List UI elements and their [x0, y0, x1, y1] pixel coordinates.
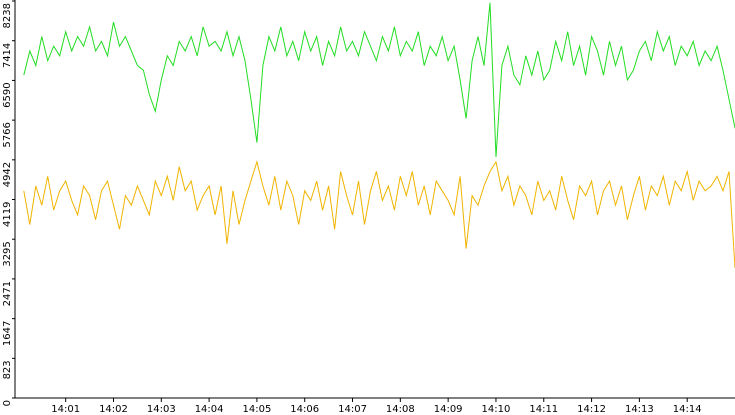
- x-tick-label: 14:05: [242, 404, 271, 415]
- series-line: [23, 160, 735, 268]
- x-tick-label: 14:08: [386, 404, 415, 415]
- x-tick-label: 14:13: [625, 404, 654, 415]
- x-tick-label: 14:07: [338, 404, 367, 415]
- x-tick-label: 14:01: [51, 404, 80, 415]
- y-tick-label: 6590: [2, 82, 13, 107]
- x-tick-label: 14:03: [147, 404, 176, 415]
- x-tick-label: 14:09: [434, 404, 463, 415]
- y-tick-label: 7414: [2, 43, 13, 68]
- x-tick-label: 14:10: [482, 404, 511, 415]
- y-tick-label: 823: [2, 360, 13, 379]
- y-tick-label: 3295: [2, 241, 13, 266]
- x-tick-label: 14:14: [673, 404, 702, 415]
- x-tick-label: 14:11: [529, 404, 558, 415]
- y-tick-label: 5766: [2, 122, 13, 147]
- y-tick-label: 1647: [2, 321, 13, 346]
- x-tick-label: 14:12: [577, 404, 606, 415]
- y-tick-label: 8238: [2, 3, 13, 28]
- series-line: [23, 2, 735, 158]
- y-tick-label: 4942: [2, 162, 13, 187]
- y-tick-label: 2471: [2, 281, 13, 306]
- x-tick-label: 14:04: [195, 404, 224, 415]
- x-tick-label: 14:06: [290, 404, 319, 415]
- x-tick-label: 14:02: [99, 404, 128, 415]
- y-tick-label: 0: [2, 400, 13, 406]
- y-tick-label: 4119: [2, 202, 13, 227]
